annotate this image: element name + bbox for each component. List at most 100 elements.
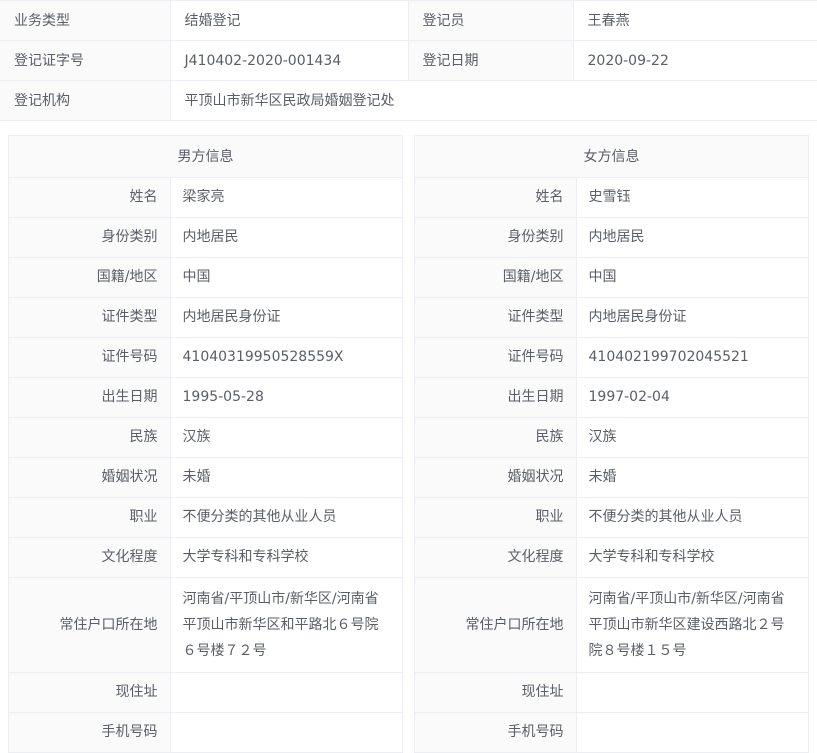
table-row: 现住址 [415, 672, 808, 713]
female-current-address-value [576, 672, 808, 713]
female-detail-table: 姓名 史雪钰 身份类别 内地居民 国籍/地区 中国 证件类型 内地居民身份证 [415, 178, 808, 753]
male-panel-title: 男方信息 [9, 136, 402, 178]
male-occupation-label: 职业 [9, 497, 171, 538]
registration-office-value: 平顶山市新华区民政局婚姻登记处 [170, 80, 817, 121]
male-id-number-value: 41040319950528559X [170, 337, 402, 378]
table-row: 身份类别 内地居民 [9, 217, 402, 258]
registration-summary-table: 业务类型 结婚登记 登记员 王春燕 登记证字号 J410402-2020-001… [0, 0, 817, 121]
female-info-panel: 女方信息 姓名 史雪钰 身份类别 内地居民 国籍/地区 中国 [414, 135, 809, 753]
table-row: 姓名 梁家亮 [9, 178, 402, 218]
female-occupation-label: 职业 [415, 497, 577, 538]
business-type-value: 结婚登记 [170, 0, 409, 41]
female-birthdate-value: 1997-02-04 [576, 377, 808, 418]
male-identity-category-value: 内地居民 [170, 217, 402, 258]
female-phone-label: 手机号码 [415, 712, 577, 753]
registrar-label: 登记员 [408, 0, 574, 41]
table-row: 文化程度 大学专科和专科学校 [9, 537, 402, 578]
male-occupation-value: 不便分类的其他从业人员 [170, 497, 402, 538]
table-row: 证件号码 41040319950528559X [9, 337, 402, 378]
female-id-number-label: 证件号码 [415, 337, 577, 378]
male-detail-body: 姓名 梁家亮 身份类别 内地居民 国籍/地区 中国 证件类型 内地居民身份证 [9, 178, 402, 753]
male-phone-label: 手机号码 [9, 712, 171, 753]
table-row: 姓名 史雪钰 [415, 178, 808, 218]
party-panels: 男方信息 姓名 梁家亮 身份类别 内地居民 国籍/地区 中国 [0, 135, 817, 753]
table-row: 文化程度 大学专科和专科学校 [415, 537, 808, 578]
summary-body: 业务类型 结婚登记 登记员 王春燕 登记证字号 J410402-2020-001… [0, 0, 817, 121]
male-education-label: 文化程度 [9, 537, 171, 578]
male-info-panel: 男方信息 姓名 梁家亮 身份类别 内地居民 国籍/地区 中国 [8, 135, 403, 753]
registrar-value: 王春燕 [573, 0, 817, 41]
male-marital-status-label: 婚姻状况 [9, 457, 171, 498]
table-row: 手机号码 [9, 712, 402, 753]
male-ethnicity-label: 民族 [9, 417, 171, 458]
male-birthdate-value: 1995-05-28 [170, 377, 402, 418]
male-current-address-value [170, 672, 402, 713]
female-id-type-value: 内地居民身份证 [576, 297, 808, 338]
male-marital-status-value: 未婚 [170, 457, 402, 498]
certificate-number-label: 登记证字号 [0, 40, 171, 81]
table-row: 国籍/地区 中国 [9, 257, 402, 298]
table-row: 常住户口所在地 河南省/平顶山市/新华区/河南省平顶山市新华区建设西路北２号院８… [415, 577, 808, 673]
table-row: 婚姻状况 未婚 [415, 457, 808, 498]
female-identity-category-value: 内地居民 [576, 217, 808, 258]
registration-office-label: 登记机构 [0, 80, 171, 121]
male-id-type-label: 证件类型 [9, 297, 171, 338]
male-household-address-label: 常住户口所在地 [9, 577, 171, 673]
table-row: 出生日期 1995-05-28 [9, 377, 402, 418]
table-row: 婚姻状况 未婚 [9, 457, 402, 498]
female-nationality-label: 国籍/地区 [415, 257, 577, 298]
female-identity-category-label: 身份类别 [415, 217, 577, 258]
female-nationality-value: 中国 [576, 257, 808, 298]
male-nationality-label: 国籍/地区 [9, 257, 171, 298]
female-ethnicity-label: 民族 [415, 417, 577, 458]
registration-date-value: 2020-09-22 [573, 40, 817, 81]
male-identity-category-label: 身份类别 [9, 217, 171, 258]
female-id-type-label: 证件类型 [415, 297, 577, 338]
male-phone-value [170, 712, 402, 753]
table-row: 登记机构 平顶山市新华区民政局婚姻登记处 [0, 80, 817, 121]
female-education-value: 大学专科和专科学校 [576, 537, 808, 578]
table-row: 民族 汉族 [415, 417, 808, 458]
female-household-address-value: 河南省/平顶山市/新华区/河南省平顶山市新华区建设西路北２号院８号楼１５号 [576, 577, 808, 673]
male-nationality-value: 中国 [170, 257, 402, 298]
certificate-number-value: J410402-2020-001434 [170, 40, 409, 81]
table-row: 国籍/地区 中国 [415, 257, 808, 298]
section-spacer [0, 121, 817, 135]
male-education-value: 大学专科和专科学校 [170, 537, 402, 578]
female-current-address-label: 现住址 [415, 672, 577, 713]
business-type-label: 业务类型 [0, 0, 171, 41]
female-ethnicity-value: 汉族 [576, 417, 808, 458]
female-id-number-value: 410402199702045521 [576, 337, 808, 378]
male-id-type-value: 内地居民身份证 [170, 297, 402, 338]
male-detail-table: 姓名 梁家亮 身份类别 内地居民 国籍/地区 中国 证件类型 内地居民身份证 [9, 178, 402, 753]
female-detail-body: 姓名 史雪钰 身份类别 内地居民 国籍/地区 中国 证件类型 内地居民身份证 [415, 178, 808, 753]
male-current-address-label: 现住址 [9, 672, 171, 713]
female-education-label: 文化程度 [415, 537, 577, 578]
male-name-value: 梁家亮 [170, 178, 402, 218]
female-name-label: 姓名 [415, 178, 577, 218]
female-occupation-value: 不便分类的其他从业人员 [576, 497, 808, 538]
table-row: 现住址 [9, 672, 402, 713]
table-row: 职业 不便分类的其他从业人员 [415, 497, 808, 538]
registration-date-label: 登记日期 [408, 40, 574, 81]
table-row: 手机号码 [415, 712, 808, 753]
female-phone-value [576, 712, 808, 753]
table-row: 业务类型 结婚登记 登记员 王春燕 [0, 0, 817, 41]
female-marital-status-label: 婚姻状况 [415, 457, 577, 498]
male-name-label: 姓名 [9, 178, 171, 218]
table-row: 身份类别 内地居民 [415, 217, 808, 258]
table-row: 登记证字号 J410402-2020-001434 登记日期 2020-09-2… [0, 40, 817, 81]
male-id-number-label: 证件号码 [9, 337, 171, 378]
table-row: 民族 汉族 [9, 417, 402, 458]
female-name-value: 史雪钰 [576, 178, 808, 218]
table-row: 常住户口所在地 河南省/平顶山市/新华区/河南省平顶山市新华区和平路北６号院６号… [9, 577, 402, 673]
table-row: 职业 不便分类的其他从业人员 [9, 497, 402, 538]
female-panel-title: 女方信息 [415, 136, 808, 178]
table-row: 证件类型 内地居民身份证 [415, 297, 808, 338]
table-row: 证件类型 内地居民身份证 [9, 297, 402, 338]
table-row: 出生日期 1997-02-04 [415, 377, 808, 418]
female-marital-status-value: 未婚 [576, 457, 808, 498]
male-birthdate-label: 出生日期 [9, 377, 171, 418]
female-household-address-label: 常住户口所在地 [415, 577, 577, 673]
